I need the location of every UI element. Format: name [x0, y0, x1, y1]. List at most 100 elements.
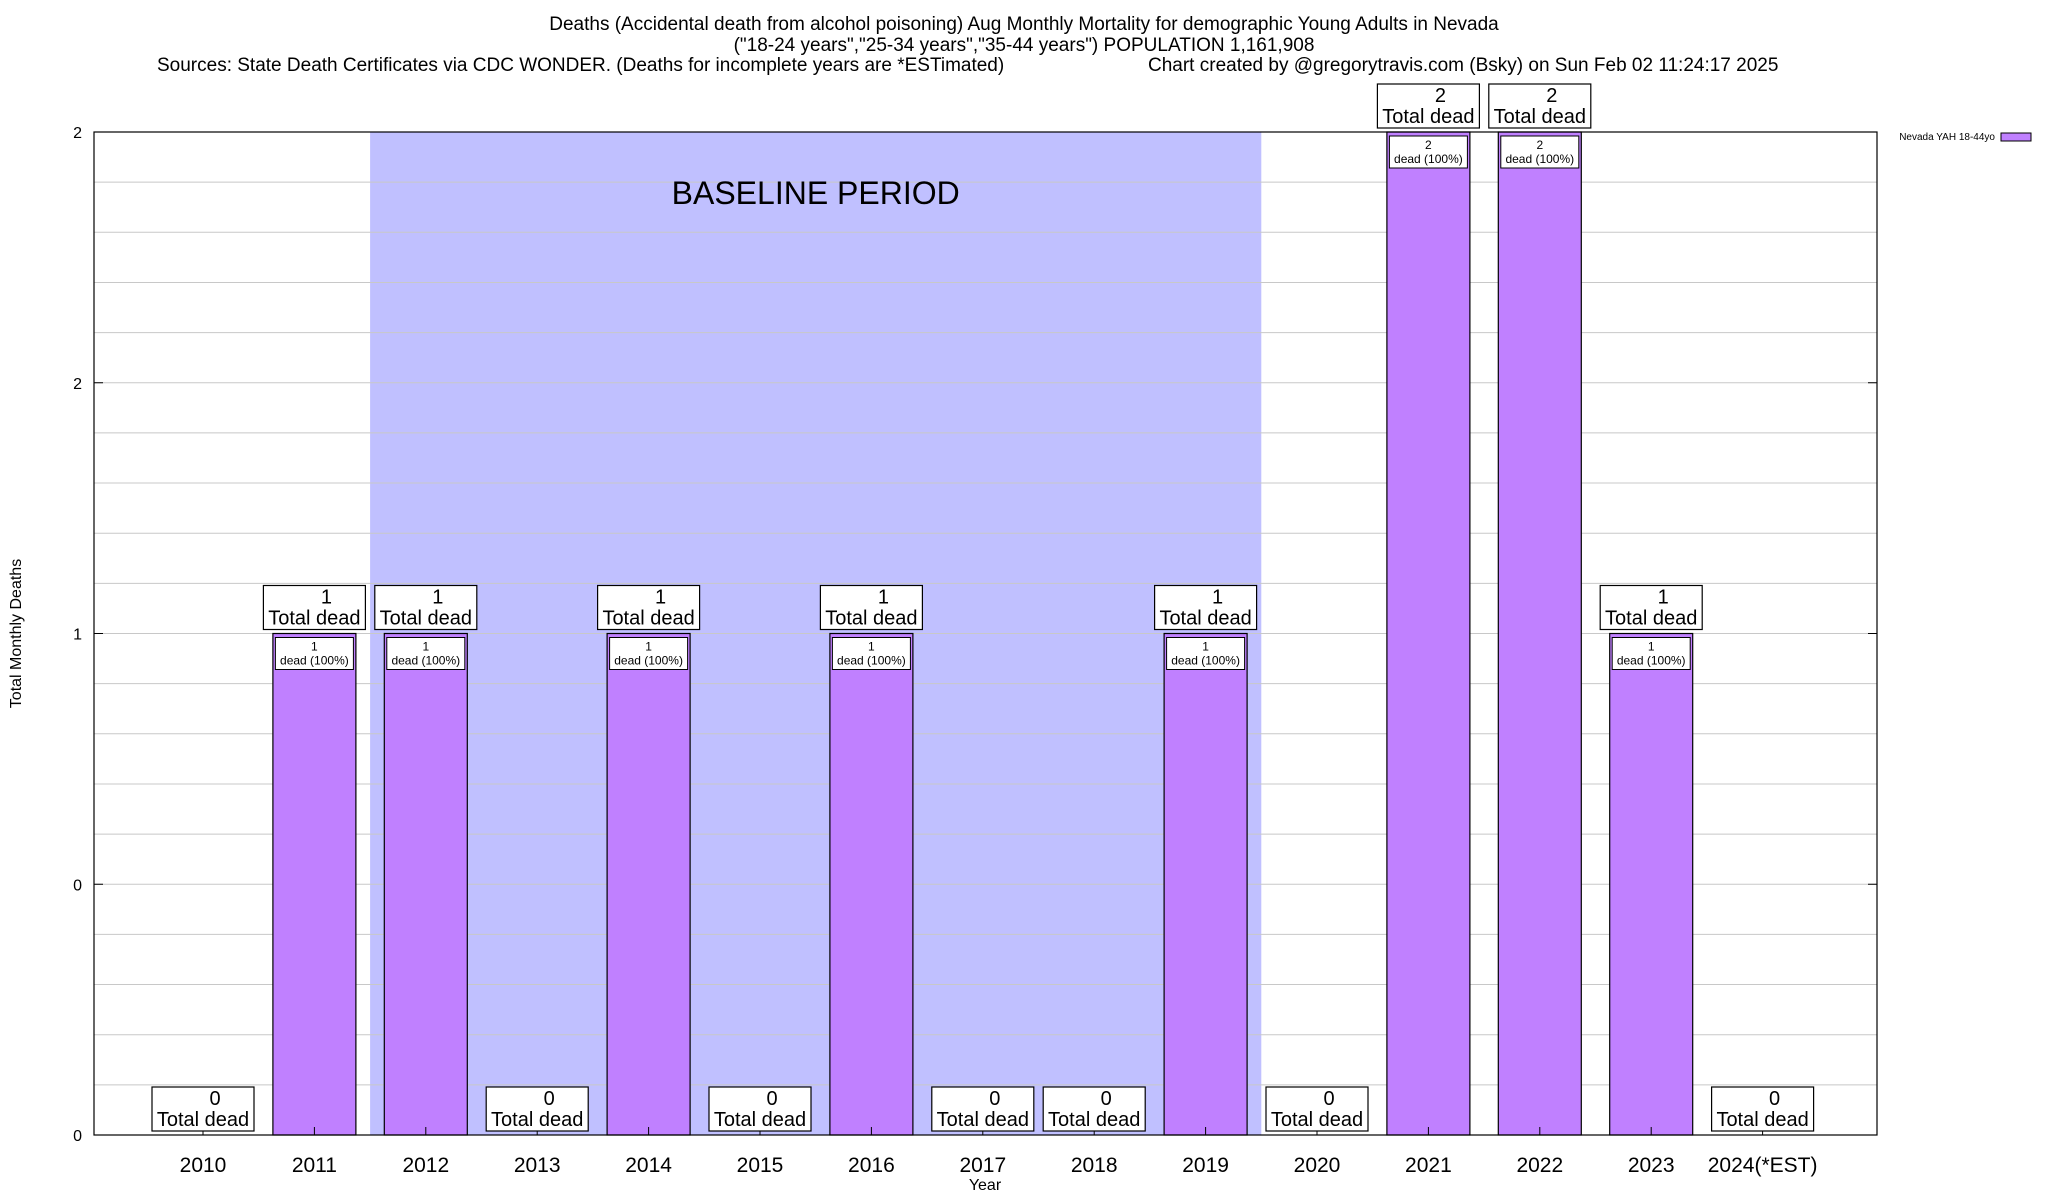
- chart-title-line-2: ("18-24 years","25-34 years","35-44 year…: [733, 35, 1315, 56]
- y-axis-label: Total Monthly Deaths: [8, 559, 25, 708]
- total-dead-count-2018: 0: [1101, 1088, 1112, 1110]
- x-tick-label-2021: 2021: [1405, 1154, 1452, 1177]
- bar-label-box-2023: [1611, 637, 1691, 670]
- bar-2012: [383, 632, 468, 1136]
- total-dead-text-2019: Total dead: [1159, 608, 1251, 630]
- bar-label-box-2022: [1500, 135, 1580, 169]
- y-tick-label: 0: [73, 1128, 82, 1145]
- bar-2022: [1497, 131, 1582, 1136]
- bar-label-box-2014: [609, 637, 689, 670]
- bar-label-text-2021: dead (100%): [1394, 152, 1463, 166]
- bar-label-box-2011: [274, 637, 354, 670]
- bar-label-box-2016: [831, 637, 911, 670]
- total-dead-text-2013: Total dead: [491, 1109, 583, 1131]
- bar-label-box-2019: [1166, 637, 1246, 670]
- chart-credit-note: Chart created by @gregorytravis.com (Bsk…: [1148, 55, 1779, 76]
- bar-label-text-2014: dead (100%): [614, 654, 683, 668]
- bar-2023: [1609, 632, 1694, 1136]
- total-dead-box-2012: [374, 584, 478, 631]
- bar-label-text-2016: dead (100%): [837, 654, 906, 668]
- total-dead-count-2012: 1: [432, 587, 443, 609]
- total-dead-text-2021: Total dead: [1382, 106, 1474, 128]
- total-dead-count-2013: 0: [544, 1088, 555, 1110]
- bar-label-count-2011: 1: [311, 640, 318, 654]
- bar-label-count-2014: 1: [645, 640, 652, 654]
- total-dead-text-2024(*EST): Total dead: [1716, 1109, 1808, 1131]
- bar-label-text-2023: dead (100%): [1617, 654, 1686, 668]
- x-tick-label-2023: 2023: [1628, 1154, 1675, 1177]
- total-dead-count-2024(*EST): 0: [1769, 1088, 1780, 1110]
- y-tick-label: 0: [73, 877, 82, 894]
- x-tick-label-2011: 2011: [292, 1154, 337, 1177]
- total-dead-count-2019: 1: [1212, 587, 1223, 609]
- total-dead-box-2024(*EST): [1710, 1086, 1815, 1132]
- x-tick-label-2016: 2016: [848, 1154, 895, 1177]
- total-dead-text-2020: Total dead: [1271, 1109, 1363, 1131]
- y-tick-label: 1: [73, 627, 82, 644]
- bar-label-text-2019: dead (100%): [1171, 654, 1240, 668]
- x-tick-label-2024(*EST): 2024(*EST): [1708, 1154, 1818, 1177]
- total-dead-text-2012: Total dead: [380, 608, 472, 630]
- total-dead-text-2010: Total dead: [157, 1109, 249, 1131]
- bar-2019: [1163, 632, 1248, 1136]
- bar-label-count-2023: 1: [1648, 640, 1655, 654]
- y-tick-label: 2: [73, 125, 82, 142]
- x-axis-label: Year: [969, 1177, 1002, 1194]
- total-dead-box-2014: [596, 584, 701, 631]
- total-dead-box-2022: [1488, 83, 1592, 129]
- chart-source-note: Sources: State Death Certificates via CD…: [157, 55, 1005, 76]
- total-dead-text-2017: Total dead: [937, 1109, 1029, 1131]
- total-dead-box-2018: [1042, 1086, 1146, 1132]
- x-tick-label-2022: 2022: [1516, 1154, 1563, 1177]
- total-dead-text-2018: Total dead: [1048, 1109, 1140, 1131]
- total-dead-box-2013: [485, 1086, 589, 1132]
- bar-label-text-2012: dead (100%): [391, 654, 460, 668]
- x-tick-label-2014: 2014: [625, 1154, 672, 1177]
- total-dead-count-2021: 2: [1435, 85, 1446, 107]
- bar-label-count-2021: 2: [1425, 138, 1432, 152]
- total-dead-text-2015: Total dead: [714, 1109, 806, 1131]
- total-dead-count-2015: 0: [766, 1088, 777, 1110]
- total-dead-box-2021: [1376, 83, 1481, 129]
- legend-swatch: [2000, 132, 2032, 142]
- total-dead-box-2023: [1599, 584, 1703, 631]
- bar-label-box-2021: [1388, 135, 1468, 169]
- bar-2011: [272, 632, 357, 1136]
- bar-label-count-2022: 2: [1536, 138, 1543, 152]
- total-dead-count-2016: 1: [878, 587, 889, 609]
- total-dead-count-2014: 1: [655, 587, 666, 609]
- total-dead-count-2017: 0: [989, 1088, 1000, 1110]
- bar-2021: [1386, 131, 1471, 1136]
- y-tick-label: 2: [73, 376, 82, 393]
- bar-2014: [606, 632, 691, 1136]
- total-dead-box-2015: [708, 1086, 812, 1132]
- total-dead-count-2010: 0: [209, 1088, 220, 1110]
- x-tick-label-2012: 2012: [402, 1154, 449, 1177]
- x-tick-label-2018: 2018: [1071, 1154, 1118, 1177]
- baseline-period-label: BASELINE PERIOD: [672, 175, 960, 211]
- x-tick-label-2010: 2010: [180, 1154, 227, 1177]
- bar-label-count-2012: 1: [422, 640, 429, 654]
- total-dead-box-2020: [1265, 1086, 1369, 1132]
- total-dead-text-2016: Total dead: [825, 608, 917, 630]
- bar-label-box-2012: [386, 637, 466, 670]
- total-dead-count-2011: 1: [321, 587, 332, 609]
- x-tick-label-2020: 2020: [1294, 1154, 1341, 1177]
- total-dead-count-2023: 1: [1658, 587, 1669, 609]
- total-dead-box-2011: [262, 584, 366, 631]
- total-dead-box-2019: [1153, 584, 1258, 631]
- x-tick-label-2017: 2017: [959, 1154, 1006, 1177]
- x-tick-label-2013: 2013: [514, 1154, 561, 1177]
- total-dead-count-2022: 2: [1546, 85, 1557, 107]
- bar-label-text-2011: dead (100%): [280, 654, 349, 668]
- total-dead-box-2016: [819, 584, 924, 631]
- total-dead-text-2023: Total dead: [1605, 608, 1697, 630]
- total-dead-text-2022: Total dead: [1494, 106, 1586, 128]
- bar-label-text-2022: dead (100%): [1505, 152, 1574, 166]
- legend-label: Nevada YAH 18-44yo: [1899, 132, 1995, 143]
- chart-title-line-1: Deaths (Accidental death from alcohol po…: [549, 14, 1499, 35]
- total-dead-text-2011: Total dead: [268, 608, 360, 630]
- total-dead-count-2020: 0: [1323, 1088, 1334, 1110]
- total-dead-box-2010: [151, 1086, 255, 1132]
